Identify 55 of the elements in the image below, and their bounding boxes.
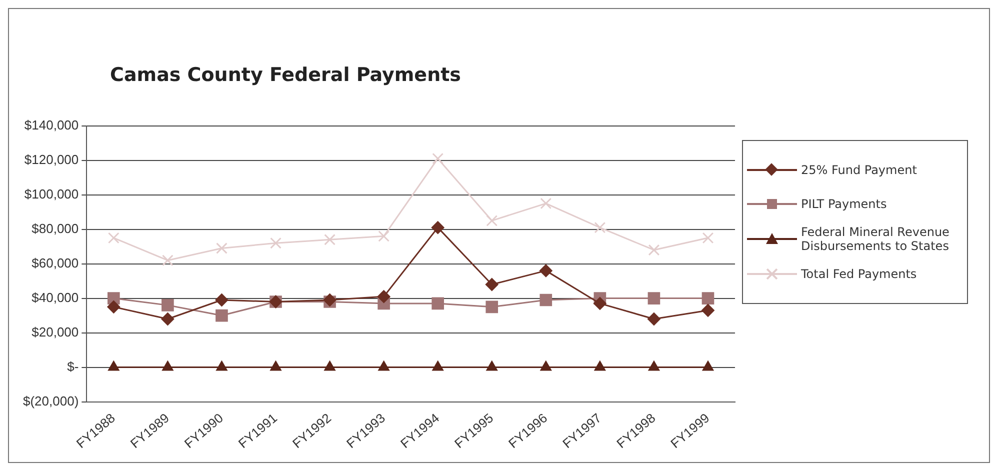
point	[324, 234, 336, 246]
point	[540, 198, 552, 210]
point	[432, 152, 444, 164]
point	[539, 264, 552, 278]
point	[432, 297, 444, 310]
point	[378, 360, 390, 371]
y-tick-label: $40,000	[32, 290, 79, 305]
point	[485, 278, 498, 291]
point	[324, 360, 336, 371]
y-tick-label: $100,000	[24, 186, 79, 202]
point	[431, 221, 444, 234]
point	[701, 304, 714, 317]
point	[432, 360, 444, 371]
point	[216, 309, 228, 322]
y-tick-label: $-	[67, 358, 79, 374]
point	[162, 360, 174, 371]
point	[540, 294, 552, 306]
legend-label: PILT Payments	[801, 197, 887, 211]
point	[270, 360, 282, 371]
point	[648, 360, 660, 371]
point	[216, 242, 228, 254]
point	[215, 294, 228, 307]
point	[647, 312, 660, 326]
y-tick-label: $60,000	[32, 255, 79, 270]
point	[702, 292, 714, 304]
legend-label: 25% Fund Payment	[801, 163, 917, 177]
point	[270, 237, 282, 249]
point	[377, 290, 390, 304]
point	[486, 300, 498, 314]
point	[648, 292, 660, 304]
point	[648, 244, 660, 256]
point	[702, 360, 714, 371]
point	[702, 232, 714, 244]
point	[108, 232, 120, 244]
legend-label: Total Fed Payments	[801, 267, 917, 281]
y-tick-label: $80,000	[32, 220, 79, 236]
legend-label: Federal Mineral Revenue Disbursements to States	[801, 225, 950, 253]
point	[107, 300, 120, 314]
point	[161, 312, 174, 326]
point	[486, 360, 498, 371]
point	[162, 299, 174, 312]
point	[108, 360, 120, 371]
point	[540, 360, 552, 371]
y-tick-label: $140,000	[24, 117, 79, 132]
point	[594, 222, 606, 234]
point	[594, 360, 606, 371]
point	[593, 296, 606, 310]
point	[162, 254, 174, 266]
point	[378, 230, 390, 242]
point	[486, 214, 498, 226]
y-tick-label: $20,000	[32, 324, 79, 340]
chart-title: Camas County Federal Payments	[110, 64, 461, 86]
point	[216, 360, 228, 371]
y-tick-label: $120,000	[24, 152, 79, 167]
y-tick-label: $(20,000)	[22, 393, 79, 408]
